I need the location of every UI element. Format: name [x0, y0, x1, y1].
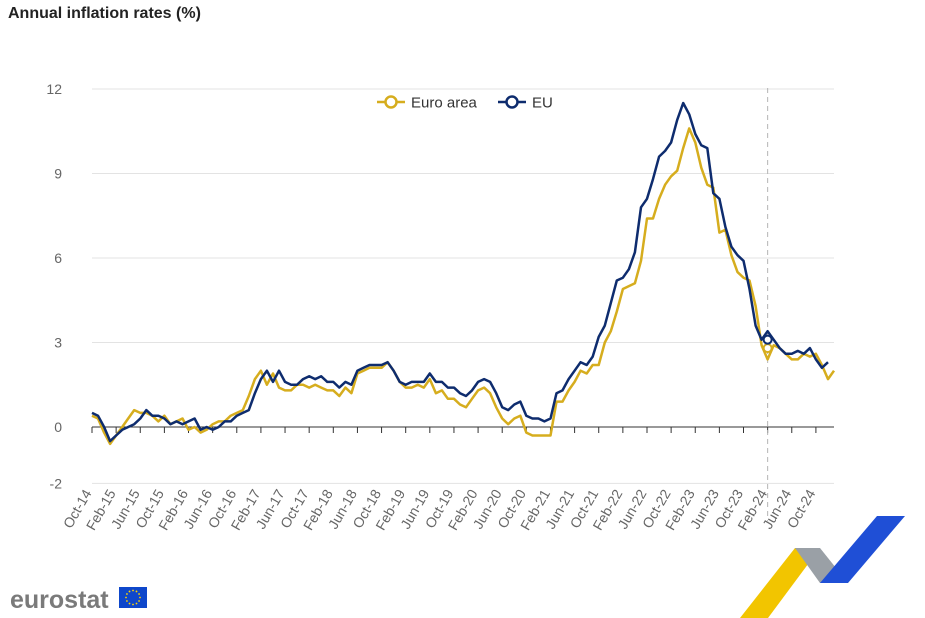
- legend-label: EU: [532, 95, 553, 112]
- highlight-point-euro-area: [762, 343, 773, 354]
- x-axis: Oct-14Feb-15Jun-15Oct-15Feb-16Jun-16Oct-…: [60, 426, 834, 533]
- y-tick-label: 3: [54, 334, 62, 350]
- eurostat-logo-text: eurostat: [10, 586, 109, 614]
- eu-star-icon: [125, 596, 127, 599]
- y-axis-tick-labels: -2 0 3 6 9 12: [46, 81, 62, 491]
- brand-ribbon-icon: [740, 516, 905, 618]
- eu-flag-icon: [119, 587, 147, 608]
- eu-star-icon: [126, 600, 128, 602]
- y-tick-label: 0: [54, 419, 62, 435]
- eurostat-logo: eurostat: [10, 586, 147, 614]
- legend-item-euro-area: Euro area: [377, 95, 478, 112]
- series-line-euro-area: [91, 127, 836, 446]
- legend-item-eu: EU: [498, 95, 553, 112]
- grid-lines: [92, 88, 834, 484]
- series-line-eu: [91, 101, 829, 443]
- eu-star-icon: [132, 603, 134, 606]
- eu-star-icon: [135, 590, 138, 593]
- eu-star-icon: [138, 600, 140, 602]
- legend-label: Euro area: [411, 95, 478, 112]
- chart-title: Annual inflation rates (%): [8, 5, 201, 22]
- legend-marker-icon: [505, 95, 519, 109]
- eu-star-icon: [126, 593, 128, 595]
- y-tick-label: -2: [50, 475, 63, 491]
- eu-flag-stars-icon: [125, 589, 141, 606]
- y-tick-label: 6: [54, 250, 62, 266]
- eu-star-icon: [132, 589, 134, 592]
- series-lines[interactable]: [91, 101, 836, 446]
- eu-star-icon: [128, 602, 131, 605]
- legend[interactable]: Euro area EU: [377, 95, 553, 112]
- eu-star-icon: [128, 590, 131, 593]
- y-tick-label: 12: [46, 81, 62, 97]
- highlight-point-eu: [762, 334, 773, 345]
- eu-star-icon: [138, 593, 140, 595]
- legend-marker-icon: [384, 95, 398, 109]
- y-tick-label: 9: [54, 165, 62, 181]
- eu-star-icon: [139, 596, 141, 599]
- eu-star-icon: [135, 602, 138, 605]
